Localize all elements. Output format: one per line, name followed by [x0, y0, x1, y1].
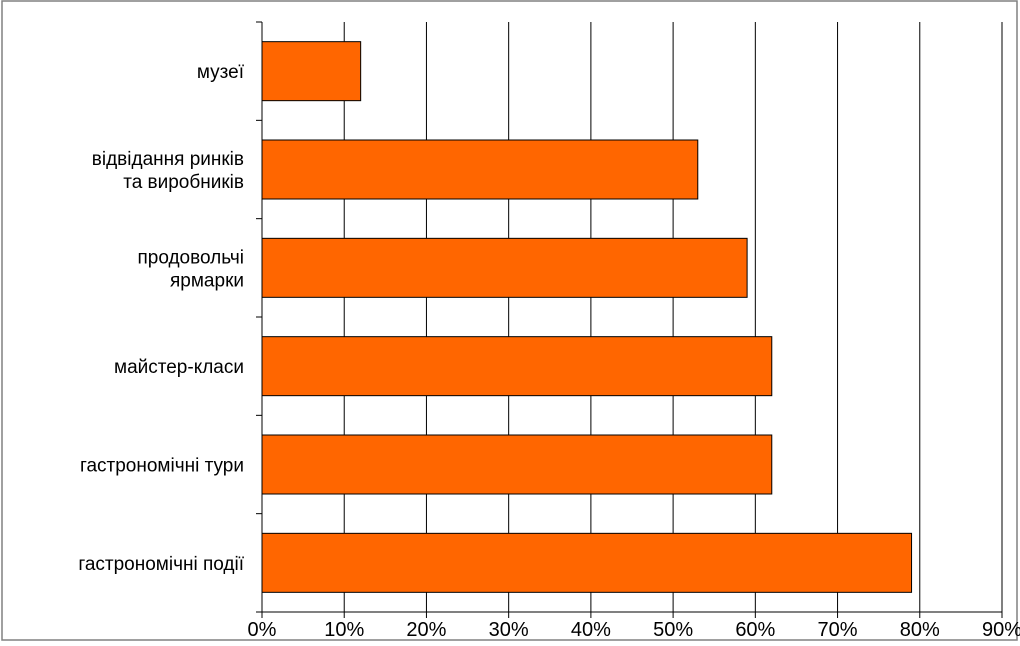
bar	[261, 434, 773, 495]
category-label-line: ярмарки	[170, 270, 244, 291]
x-tick-label: 60%	[735, 619, 775, 641]
category-labels: музеї відвідання ринків та виробників продо…	[78, 62, 244, 575]
x-tick-label: 80%	[900, 619, 940, 641]
x-tick-label: 40%	[571, 619, 611, 641]
category-label: гастрономічні події	[78, 554, 244, 575]
gridlines	[343, 22, 1003, 612]
category-label-line: та виробників	[123, 172, 244, 193]
category-label: майстер-класи	[114, 357, 244, 378]
bar	[261, 41, 362, 102]
bar	[261, 532, 913, 593]
x-tick-label: 70%	[818, 619, 858, 641]
category-label-line: майстер-класи	[114, 357, 244, 378]
x-tick-label: 50%	[653, 619, 693, 641]
category-label-line: гастрономічні події	[78, 554, 244, 575]
x-tick-label: 10%	[324, 619, 364, 641]
axes	[256, 21, 1003, 618]
x-tick-label: 90%	[982, 619, 1020, 641]
bars	[261, 41, 913, 593]
category-label-line: гастрономічні тури	[80, 456, 244, 477]
bar	[261, 237, 748, 298]
x-tick-label: 20%	[406, 619, 446, 641]
x-tick-label: 30%	[489, 619, 529, 641]
x-tick-label: 0%	[248, 619, 277, 641]
category-label: гастрономічні тури	[80, 456, 244, 477]
bar	[261, 336, 773, 397]
x-tick-labels: 0% 10% 20% 30% 40% 50% 60% 70% 80% 90%	[248, 619, 1020, 641]
category-label-line: продовольчі	[137, 247, 244, 268]
bar	[261, 139, 699, 200]
category-label: продовольчі ярмарки	[137, 247, 244, 291]
category-label: музеї	[197, 62, 245, 83]
category-label: відвідання ринків та виробників	[92, 149, 244, 193]
category-label-line: відвідання ринків	[92, 149, 244, 170]
category-label-line: музеї	[197, 62, 245, 83]
